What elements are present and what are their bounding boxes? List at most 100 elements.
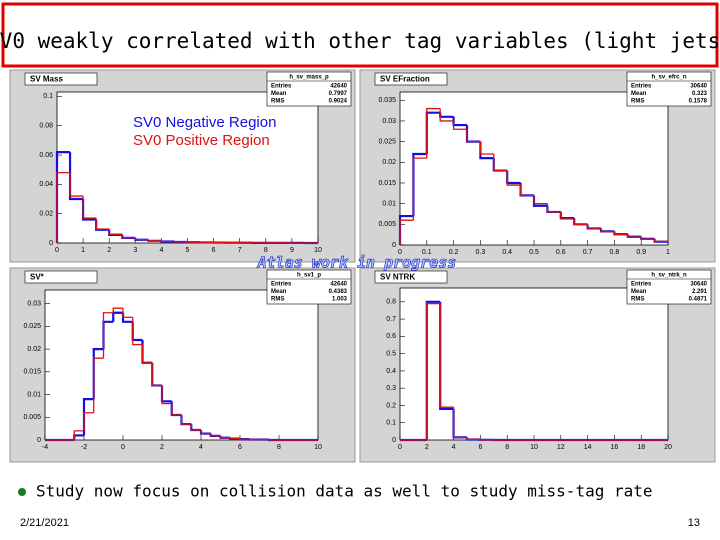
stats-value: 2.291 (692, 289, 708, 295)
histogram-bin (160, 240, 175, 243)
stats-label: Mean (631, 289, 647, 295)
y-tick-label: 0 (392, 437, 396, 444)
histogram-bin (132, 317, 143, 346)
stats-name: h_sv1_p (297, 273, 321, 279)
y-tick-label: 0 (37, 437, 41, 444)
stats-value: 1.003 (332, 297, 348, 303)
x-tick-label: 0.9 (636, 249, 646, 256)
stats-label: RMS (271, 99, 284, 105)
histogram-bin (640, 237, 655, 240)
histogram-bin (229, 437, 240, 440)
y-tick-label: 0.08 (39, 123, 53, 130)
stats-value: 30640 (690, 84, 707, 90)
stats-value: 0.9024 (329, 99, 348, 105)
panel-title-box (24, 72, 98, 86)
y-tick-label: 0.7 (386, 316, 396, 323)
stats-box (626, 269, 712, 305)
histogram-bin (122, 308, 133, 318)
stats-label: RMS (631, 297, 644, 303)
stats-label: Mean (271, 91, 287, 97)
plot-area (56, 91, 319, 244)
histogram-bin (560, 211, 575, 220)
histogram-bin (134, 237, 149, 241)
stats-box (266, 269, 352, 305)
y-tick-label: 0.025 (378, 138, 396, 145)
x-tick-label: 0.4 (502, 249, 512, 256)
x-tick-label: 8 (264, 247, 268, 254)
x-tick-label: -4 (42, 444, 48, 451)
histogram-bin (73, 430, 84, 440)
histogram-bin (466, 129, 481, 143)
y-tick-label: 0.03 (382, 118, 396, 125)
histogram-bin (573, 218, 588, 225)
x-tick-label: 16 (611, 444, 619, 451)
stats-value: 30640 (690, 282, 707, 288)
x-tick-label: 4 (199, 444, 203, 451)
x-tick-label: 14 (584, 444, 592, 451)
x-tick-label: 5 (186, 247, 190, 254)
x-tick-label: 10 (314, 247, 322, 254)
stats-value: 0.7997 (329, 91, 348, 97)
histogram-bin (452, 407, 467, 439)
x-tick-label: 1 (666, 249, 670, 256)
stats-label: RMS (271, 297, 284, 303)
histogram-bin (69, 172, 84, 197)
histogram-bin (210, 433, 221, 437)
bullet-dot (18, 488, 26, 496)
histogram-bin (439, 108, 454, 122)
x-tick-label: 18 (637, 444, 645, 451)
y-tick-label: 0.5 (386, 350, 396, 357)
stats-value: 0.323 (692, 91, 708, 97)
stats-value: 0.4871 (689, 297, 708, 303)
stats-label: Mean (631, 91, 647, 97)
stats-box (266, 71, 352, 107)
x-tick-label: 2 (160, 444, 164, 451)
x-tick-label: 0.3 (476, 249, 486, 256)
histogram-bin (653, 239, 668, 242)
histogram-bin (151, 362, 162, 387)
histogram-bin (83, 412, 94, 431)
y-tick-label: 0.4 (386, 368, 396, 375)
histogram-bin (613, 231, 628, 236)
stats-label: Entries (271, 282, 292, 288)
panel-title: SV* (30, 273, 45, 282)
x-tick-label: 6 (478, 444, 482, 451)
histogram-bin (141, 344, 153, 364)
bullet-text: Study now focus on collision data as wel… (36, 482, 653, 501)
stats-label: Entries (271, 84, 292, 90)
histogram-bin (180, 415, 192, 425)
x-tick-label: 0.7 (583, 249, 593, 256)
y-tick-label: 0.005 (23, 414, 41, 421)
x-tick-label: 0 (398, 249, 402, 256)
y-tick-label: 0 (49, 240, 53, 247)
histogram-bin (506, 170, 521, 186)
histogram-bin (200, 430, 211, 435)
x-tick-label: 2 (425, 444, 429, 451)
histogram-bin (161, 385, 172, 405)
x-tick-label: 4 (452, 444, 456, 451)
y-tick-label: 0.1 (386, 420, 396, 427)
x-tick-label: 8 (505, 444, 509, 451)
y-tick-label: 0.03 (27, 300, 41, 307)
histogram-bin (426, 302, 441, 440)
page-number: 13 (688, 517, 700, 529)
histogram-bin (147, 239, 162, 242)
histogram-bin (479, 439, 494, 441)
x-tick-label: 0.1 (422, 249, 432, 256)
histogram-bin (479, 141, 494, 155)
histogram-bin (519, 185, 534, 197)
y-tick-label: 0.02 (39, 211, 53, 218)
histogram-bin (399, 219, 414, 245)
x-tick-label: 8 (277, 444, 281, 451)
y-tick-label: 0.01 (382, 200, 396, 207)
x-tick-label: 0.6 (556, 249, 566, 256)
x-tick-label: 6 (212, 247, 216, 254)
y-tick-label: 0 (392, 242, 396, 249)
histogram-bin (412, 157, 427, 221)
y-tick-label: 0.02 (382, 159, 396, 166)
histogram-bin (627, 234, 642, 238)
panel-title-box (24, 270, 98, 284)
histogram-bin (121, 234, 136, 239)
